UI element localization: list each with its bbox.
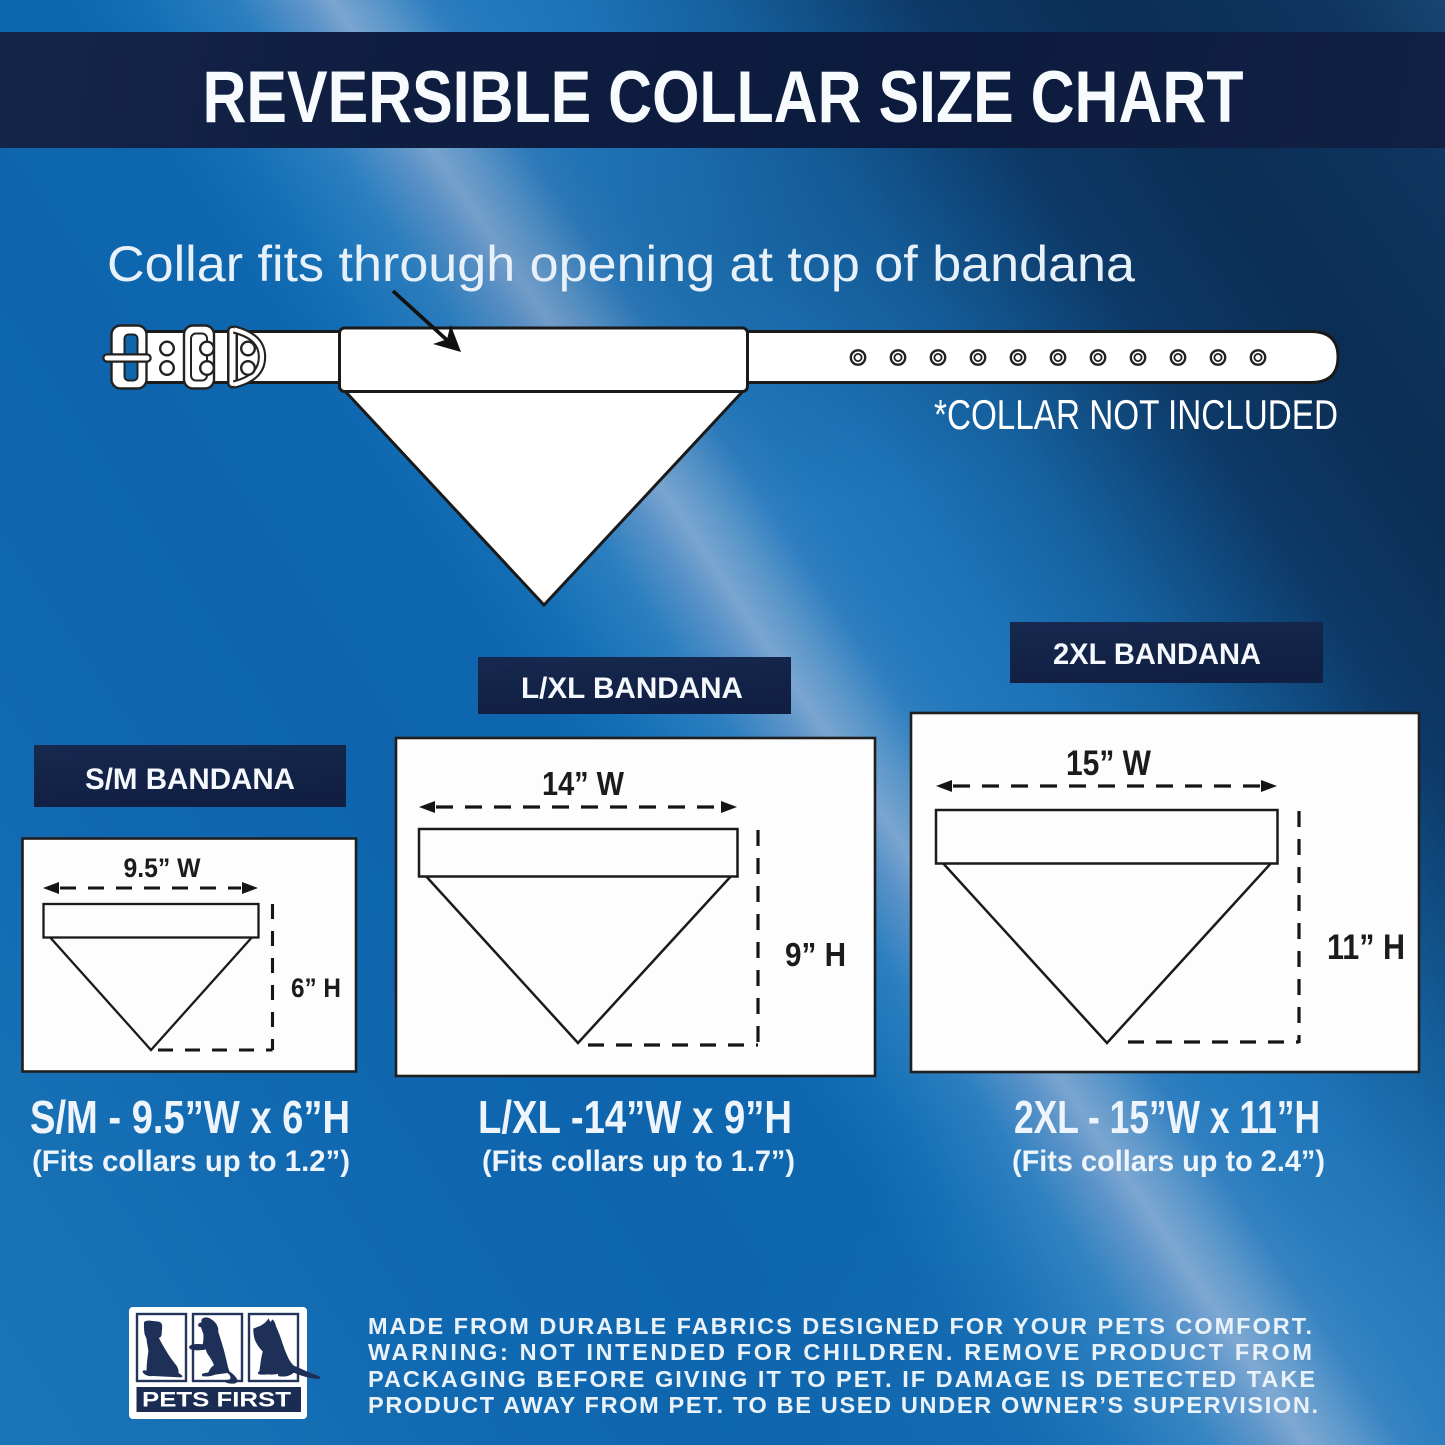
svg-text:9.5” W: 9.5” W bbox=[124, 853, 201, 883]
svg-text:Collar fits through opening at: Collar fits through opening at top of ba… bbox=[107, 236, 1135, 292]
svg-text:PETS FIRST: PETS FIRST bbox=[142, 1389, 291, 1412]
svg-text:(Fits collars up to 2.4”): (Fits collars up to 2.4”) bbox=[1012, 1145, 1325, 1178]
svg-text:WARNING: NOT INTENDED FOR: WARNING: NOT INTENDED FOR CHILDREN. REMO… bbox=[368, 1339, 1312, 1365]
svg-text:PACKAGING BEFORE GIVING IT TO: PACKAGING BEFORE GIVING IT TO PET. IF DA… bbox=[368, 1366, 1315, 1392]
svg-text:L/XL BANDANA: L/XL BANDANA bbox=[521, 672, 743, 705]
svg-text:S/M - 9.5”W x 6”H: S/M - 9.5”W x 6”H bbox=[30, 1091, 350, 1143]
svg-text:REVERSIBLE COLLAR SIZE CHART: REVERSIBLE COLLAR SIZE CHART bbox=[203, 57, 1244, 138]
svg-text:14” W: 14” W bbox=[542, 765, 625, 802]
svg-text:(Fits collars up to 1.2”): (Fits collars up to 1.2”) bbox=[32, 1145, 350, 1178]
svg-text:*COLLAR NOT INCLUDED: *COLLAR NOT INCLUDED bbox=[934, 391, 1338, 438]
svg-text:(Fits collars up to 1.7”): (Fits collars up to 1.7”) bbox=[482, 1145, 795, 1178]
svg-text:11” H: 11” H bbox=[1327, 928, 1405, 967]
svg-text:MADE FROM DURABLE FABRICS DESI: MADE FROM DURABLE FABRICS DESIGNED FOR Y… bbox=[368, 1313, 1312, 1339]
svg-text:S/M BANDANA: S/M BANDANA bbox=[85, 763, 295, 796]
svg-text:2XL - 15”W x 11”H: 2XL - 15”W x 11”H bbox=[1014, 1091, 1320, 1143]
svg-text:15” W: 15” W bbox=[1066, 744, 1151, 783]
svg-text:9” H: 9” H bbox=[785, 936, 846, 973]
svg-text:2XL BANDANA: 2XL BANDANA bbox=[1053, 638, 1261, 671]
svg-text:L/XL -14”W x 9”H: L/XL -14”W x 9”H bbox=[478, 1091, 792, 1143]
svg-text:PRODUCT AWAY FROM PET. TO BE U: PRODUCT AWAY FROM PET. TO BE USED UNDER … bbox=[368, 1392, 1318, 1418]
svg-text:6” H: 6” H bbox=[291, 973, 341, 1003]
